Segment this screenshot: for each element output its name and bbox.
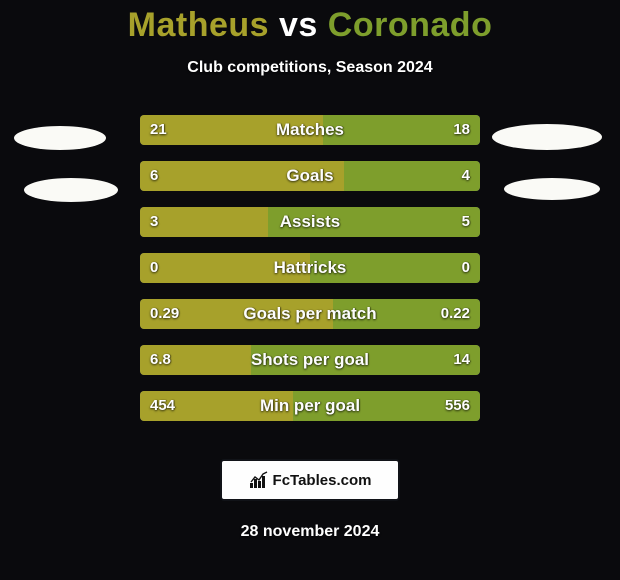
stat-value-right: 18 <box>453 115 470 145</box>
title-vs: vs <box>279 6 318 44</box>
stat-bar-right <box>251 345 480 375</box>
stat-row: Shots per goal6.814 <box>0 345 620 391</box>
stat-bar-track <box>140 207 480 237</box>
stat-bar-right <box>310 253 480 283</box>
stat-bar-right <box>268 207 481 237</box>
stat-rows: Matches2118Goals64Assists35Hattricks00Go… <box>0 115 620 437</box>
stat-value-left: 21 <box>150 115 167 145</box>
stat-bar-track <box>140 299 480 329</box>
stat-row: Assists35 <box>0 207 620 253</box>
stat-bar-left <box>140 253 310 283</box>
stat-bar-left <box>140 207 268 237</box>
title-player2: Coronado <box>328 6 493 44</box>
stat-value-left: 6.8 <box>150 345 171 375</box>
stat-value-right: 5 <box>462 207 470 237</box>
stat-bar-track <box>140 345 480 375</box>
stat-bar-track <box>140 253 480 283</box>
stat-row: Hattricks00 <box>0 253 620 299</box>
stat-bar-track <box>140 161 480 191</box>
avatar-oval <box>24 178 118 202</box>
branding-box: FcTables.com <box>220 459 400 501</box>
stat-value-right: 14 <box>453 345 470 375</box>
avatar-oval <box>504 178 600 200</box>
stat-row: Goals per match0.290.22 <box>0 299 620 345</box>
stat-bar-track <box>140 391 480 421</box>
subtitle: Club competitions, Season 2024 <box>0 59 620 77</box>
stat-value-left: 454 <box>150 391 175 421</box>
comparison-card: Matheus vs Coronado Club competitions, S… <box>0 0 620 580</box>
stat-value-right: 4 <box>462 161 470 191</box>
title-player1: Matheus <box>128 6 269 44</box>
stat-value-left: 0 <box>150 253 158 283</box>
stat-value-left: 0.29 <box>150 299 179 329</box>
stat-value-left: 6 <box>150 161 158 191</box>
stat-bar-left <box>140 161 344 191</box>
stat-value-left: 3 <box>150 207 158 237</box>
chart-icon <box>249 471 269 489</box>
stat-bar-left <box>140 115 323 145</box>
stat-bar-right <box>344 161 480 191</box>
page-title: Matheus vs Coronado <box>0 6 620 45</box>
stat-value-right: 0.22 <box>441 299 470 329</box>
stat-value-right: 0 <box>462 253 470 283</box>
avatar-oval <box>14 126 106 150</box>
branding-text: FcTables.com <box>273 472 372 489</box>
stat-row: Min per goal454556 <box>0 391 620 437</box>
avatar-oval <box>492 124 602 150</box>
date-label: 28 november 2024 <box>0 523 620 541</box>
stat-bar-track <box>140 115 480 145</box>
stat-value-right: 556 <box>445 391 470 421</box>
